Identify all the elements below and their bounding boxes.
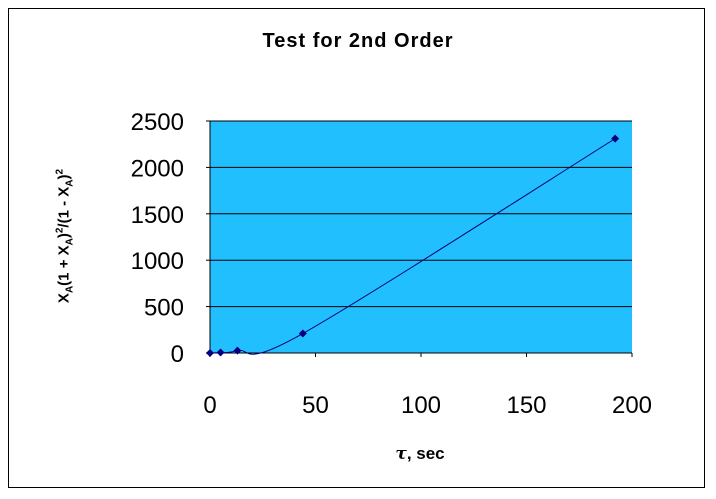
data-point-marker (233, 346, 242, 355)
data-point-marker (611, 134, 620, 143)
x-tick-labels: 0 50 100 150 200 (203, 392, 652, 419)
data-point-marker (206, 349, 214, 357)
y-tick-label: 1500 (131, 202, 184, 229)
x-tick-label: 0 (203, 392, 216, 419)
chart-title: Test for 2nd Order (262, 30, 454, 52)
x-tick-label: 100 (401, 392, 441, 419)
x-tick-label: 150 (506, 392, 546, 419)
x-axis-label: τ, sec (395, 444, 445, 464)
y-tick-label: 1000 (131, 248, 184, 275)
x-tick-label: 50 (302, 392, 329, 419)
y-tick-label: 2000 (131, 155, 184, 182)
x-tick-label: 200 (612, 392, 652, 419)
y-tick-label: 0 (171, 341, 184, 368)
data-markers (206, 134, 620, 357)
grid-lines (210, 120, 632, 308)
data-point-marker (298, 329, 307, 338)
axes (206, 120, 633, 357)
y-tick-labels: 0 500 1000 1500 2000 2500 (131, 109, 184, 368)
y-tick-label: 2500 (131, 109, 184, 136)
tau-symbol: τ (395, 444, 407, 464)
data-point-marker (216, 348, 225, 357)
y-tick-label: 500 (144, 295, 184, 322)
plot-area (210, 121, 632, 353)
